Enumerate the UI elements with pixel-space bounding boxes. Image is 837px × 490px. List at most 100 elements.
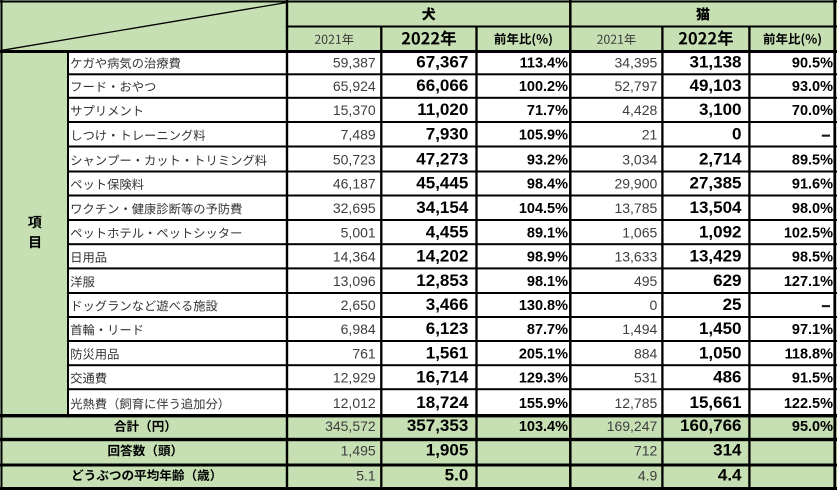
svg-text:13,633: 13,633: [614, 249, 657, 265]
svg-text:1,450: 1,450: [699, 319, 742, 338]
svg-text:102.5%: 102.5%: [784, 225, 833, 241]
svg-text:761: 761: [352, 345, 376, 361]
svg-text:5.1: 5.1: [356, 468, 376, 484]
svg-text:495: 495: [634, 273, 658, 289]
svg-text:12,785: 12,785: [614, 395, 657, 411]
svg-text:98.9%: 98.9%: [527, 250, 568, 266]
svg-text:5,001: 5,001: [341, 224, 376, 240]
svg-text:13,096: 13,096: [333, 273, 376, 289]
svg-text:169,247: 169,247: [607, 418, 658, 434]
svg-text:15,661: 15,661: [690, 393, 742, 412]
svg-text:98.5%: 98.5%: [792, 250, 833, 266]
svg-text:87.7%: 87.7%: [527, 322, 568, 338]
svg-text:2,650: 2,650: [341, 297, 376, 313]
svg-text:47,273: 47,273: [416, 150, 468, 169]
svg-text:6,984: 6,984: [341, 321, 376, 337]
svg-text:3,034: 3,034: [622, 152, 657, 168]
svg-text:160,766: 160,766: [680, 416, 741, 435]
svg-text:345,572: 345,572: [325, 418, 376, 434]
svg-text:13,429: 13,429: [690, 247, 742, 266]
svg-text:21: 21: [642, 127, 658, 143]
svg-text:205.1%: 205.1%: [519, 346, 568, 362]
svg-text:4.4: 4.4: [718, 466, 742, 485]
svg-text:45,445: 45,445: [416, 174, 468, 193]
svg-text:71.7%: 71.7%: [527, 103, 568, 119]
svg-text:97.1%: 97.1%: [792, 322, 833, 338]
svg-text:34,395: 34,395: [614, 54, 657, 70]
svg-text:1,561: 1,561: [426, 343, 469, 362]
svg-text:100.2%: 100.2%: [519, 79, 568, 95]
svg-text:93.0%: 93.0%: [792, 79, 833, 95]
svg-text:91.6%: 91.6%: [792, 177, 833, 193]
svg-text:67,367: 67,367: [416, 52, 468, 71]
svg-text:105.9%: 105.9%: [519, 128, 568, 144]
svg-text:122.5%: 122.5%: [784, 396, 833, 412]
svg-text:1,065: 1,065: [622, 224, 657, 240]
svg-text:31,138: 31,138: [690, 52, 742, 71]
svg-text:52,797: 52,797: [614, 78, 657, 94]
svg-text:103.4%: 103.4%: [519, 419, 568, 435]
svg-text:89.5%: 89.5%: [792, 153, 833, 169]
svg-text:65,924: 65,924: [333, 78, 376, 94]
svg-text:712: 712: [634, 443, 658, 459]
svg-text:93.2%: 93.2%: [527, 153, 568, 169]
svg-text:12,853: 12,853: [416, 271, 468, 290]
svg-text:357,353: 357,353: [407, 416, 468, 435]
svg-text:49,103: 49,103: [690, 76, 742, 95]
svg-text:4,428: 4,428: [622, 102, 657, 118]
svg-text:50,723: 50,723: [333, 152, 376, 168]
svg-text:27,385: 27,385: [690, 174, 742, 193]
svg-text:66,066: 66,066: [416, 76, 468, 95]
svg-text:3,466: 3,466: [426, 295, 469, 314]
svg-text:1,494: 1,494: [622, 321, 657, 337]
svg-text:89.1%: 89.1%: [527, 225, 568, 241]
svg-text:98.0%: 98.0%: [792, 201, 833, 217]
svg-text:129.3%: 129.3%: [519, 370, 568, 386]
svg-text:118.8%: 118.8%: [785, 346, 833, 362]
svg-text:314: 314: [713, 441, 742, 460]
svg-text:0: 0: [732, 125, 741, 144]
svg-text:15,370: 15,370: [333, 102, 376, 118]
svg-text:11,020: 11,020: [417, 100, 468, 119]
svg-text:95.0%: 95.0%: [792, 419, 833, 435]
svg-text:16,714: 16,714: [416, 367, 469, 386]
svg-text:12,929: 12,929: [333, 369, 376, 385]
svg-text:70.0%: 70.0%: [792, 103, 833, 119]
svg-text:25: 25: [723, 295, 742, 314]
svg-text:1,050: 1,050: [699, 343, 742, 362]
svg-text:34,154: 34,154: [416, 198, 469, 217]
svg-text:6,123: 6,123: [426, 319, 469, 338]
svg-text:1,495: 1,495: [341, 443, 376, 459]
svg-text:59,387: 59,387: [333, 54, 376, 70]
svg-text:91.5%: 91.5%: [792, 370, 833, 386]
svg-text:104.5%: 104.5%: [519, 201, 568, 217]
svg-text:12,012: 12,012: [333, 395, 376, 411]
svg-text:884: 884: [634, 345, 658, 361]
svg-text:29,900: 29,900: [614, 176, 657, 192]
svg-text:2,714: 2,714: [699, 150, 742, 169]
svg-text:14,202: 14,202: [416, 247, 468, 266]
svg-text:1,092: 1,092: [699, 222, 742, 241]
svg-text:32,695: 32,695: [333, 200, 376, 216]
svg-text:18,724: 18,724: [416, 393, 469, 412]
svg-text:90.5%: 90.5%: [792, 55, 833, 71]
svg-text:155.9%: 155.9%: [519, 396, 568, 412]
svg-text:127.1%: 127.1%: [784, 274, 833, 290]
svg-text:3,100: 3,100: [699, 100, 742, 119]
svg-text:486: 486: [713, 367, 741, 386]
svg-text:13,785: 13,785: [614, 200, 657, 216]
svg-text:13,504: 13,504: [690, 198, 743, 217]
svg-text:14,364: 14,364: [333, 249, 376, 265]
svg-text:130.8%: 130.8%: [519, 298, 568, 314]
svg-text:629: 629: [713, 271, 741, 290]
svg-text:7,930: 7,930: [426, 125, 469, 144]
svg-text:5.0: 5.0: [445, 466, 469, 485]
svg-text:98.4%: 98.4%: [527, 177, 568, 193]
svg-text:113.4%: 113.4%: [520, 55, 568, 71]
svg-text:4,455: 4,455: [426, 222, 469, 241]
svg-text:531: 531: [634, 369, 658, 385]
svg-text:46,187: 46,187: [333, 176, 376, 192]
svg-text:4.9: 4.9: [638, 468, 658, 484]
svg-text:98.1%: 98.1%: [527, 274, 568, 290]
svg-text:0: 0: [650, 297, 658, 313]
